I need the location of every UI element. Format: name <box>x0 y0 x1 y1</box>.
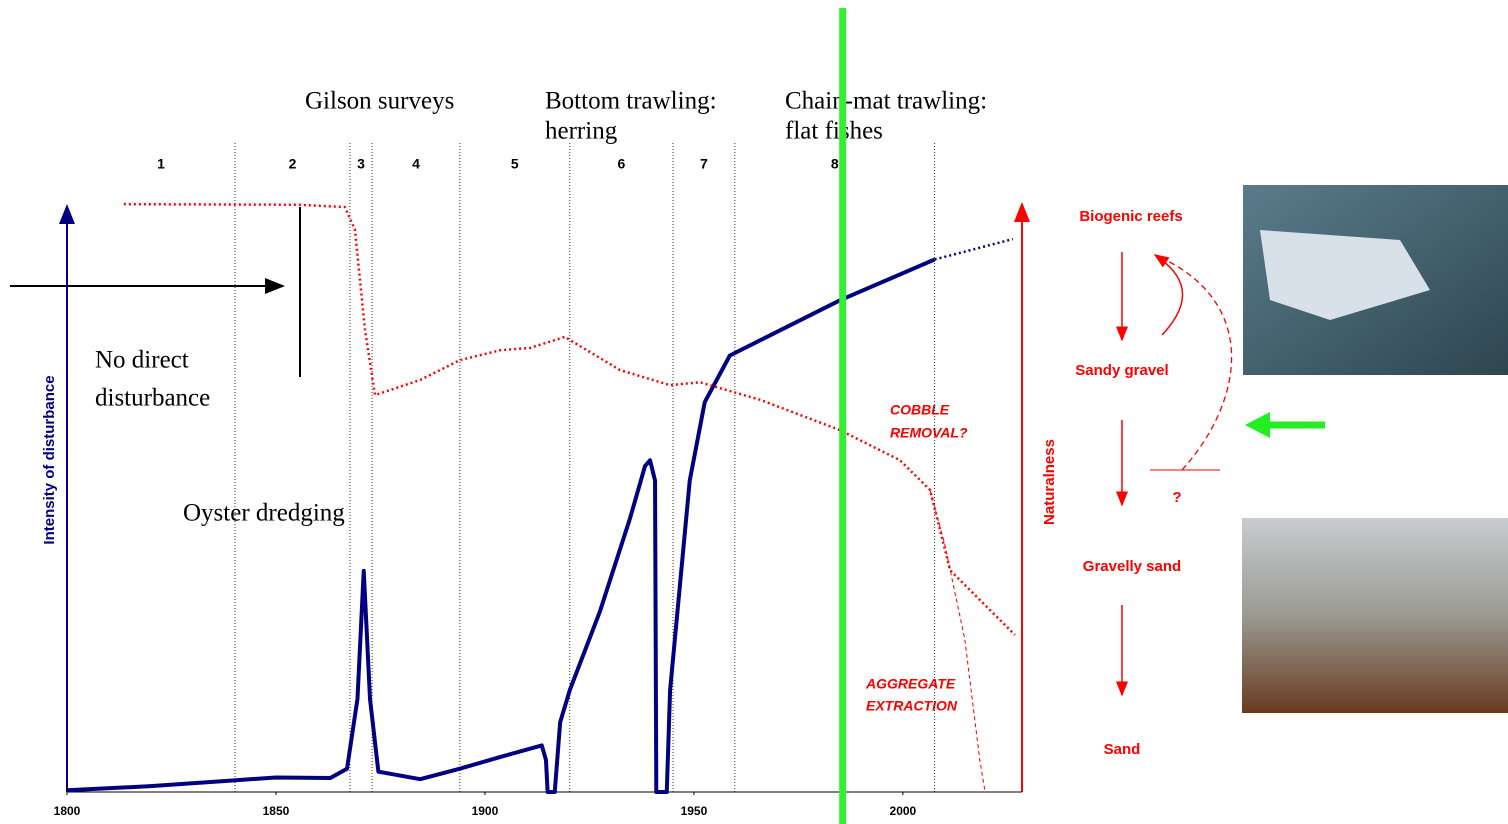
chart: Gilson surveys Bottom trawling: herring … <box>0 0 1508 824</box>
annotation: disturbance <box>95 385 210 412</box>
line <box>930 490 985 790</box>
question-mark: ? <box>1172 489 1181 506</box>
side-panel: Biogenic reefs Sandy gravel Gravelly san… <box>1075 185 1508 758</box>
period-label: 8 <box>831 156 839 172</box>
annotation: Gilson surveys <box>305 88 454 115</box>
annotation: REMOVAL? <box>890 425 968 441</box>
state-label: Sand <box>1104 741 1141 758</box>
period-label: 2 <box>289 156 297 172</box>
annotation: No direct <box>95 347 189 374</box>
green-arrow-head <box>1245 412 1270 438</box>
x-tick-label: 1950 <box>681 804 708 818</box>
state-label: Biogenic reefs <box>1079 208 1182 225</box>
state-label: Gravelly sand <box>1083 558 1181 575</box>
y-axis-label: Intensity of disturbance <box>41 375 58 544</box>
annotation: Oyster dredging <box>183 500 345 527</box>
period-label: 3 <box>357 156 365 172</box>
x-tick-label: 2000 <box>890 804 917 818</box>
state-label: Sandy gravel <box>1075 362 1168 379</box>
annotation: AGGREGATE <box>865 676 956 692</box>
annotation: Bottom trawling: <box>545 88 717 115</box>
annotation: EXTRACTION <box>866 698 958 714</box>
period-label: 4 <box>412 156 420 172</box>
line <box>935 239 1013 259</box>
line <box>124 204 1015 635</box>
annotation: herring <box>545 118 618 145</box>
x-tick-label: 1800 <box>54 804 81 818</box>
annotation: Chain-mat trawling: <box>785 88 987 115</box>
period-label: 6 <box>618 156 626 172</box>
annotation: flat fishes <box>785 118 883 145</box>
y2-axis-label: Naturalness <box>1041 439 1058 525</box>
x-tick-label: 1850 <box>263 804 290 818</box>
period-label: 5 <box>511 156 519 172</box>
period-label: 7 <box>700 156 708 172</box>
annotation: COBBLE <box>890 402 950 418</box>
photo-rocks <box>1242 518 1508 713</box>
x-tick-label: 1900 <box>472 804 499 818</box>
annotations: Gilson surveys Bottom trawling: herring … <box>95 88 987 714</box>
period-label: 1 <box>157 156 165 172</box>
